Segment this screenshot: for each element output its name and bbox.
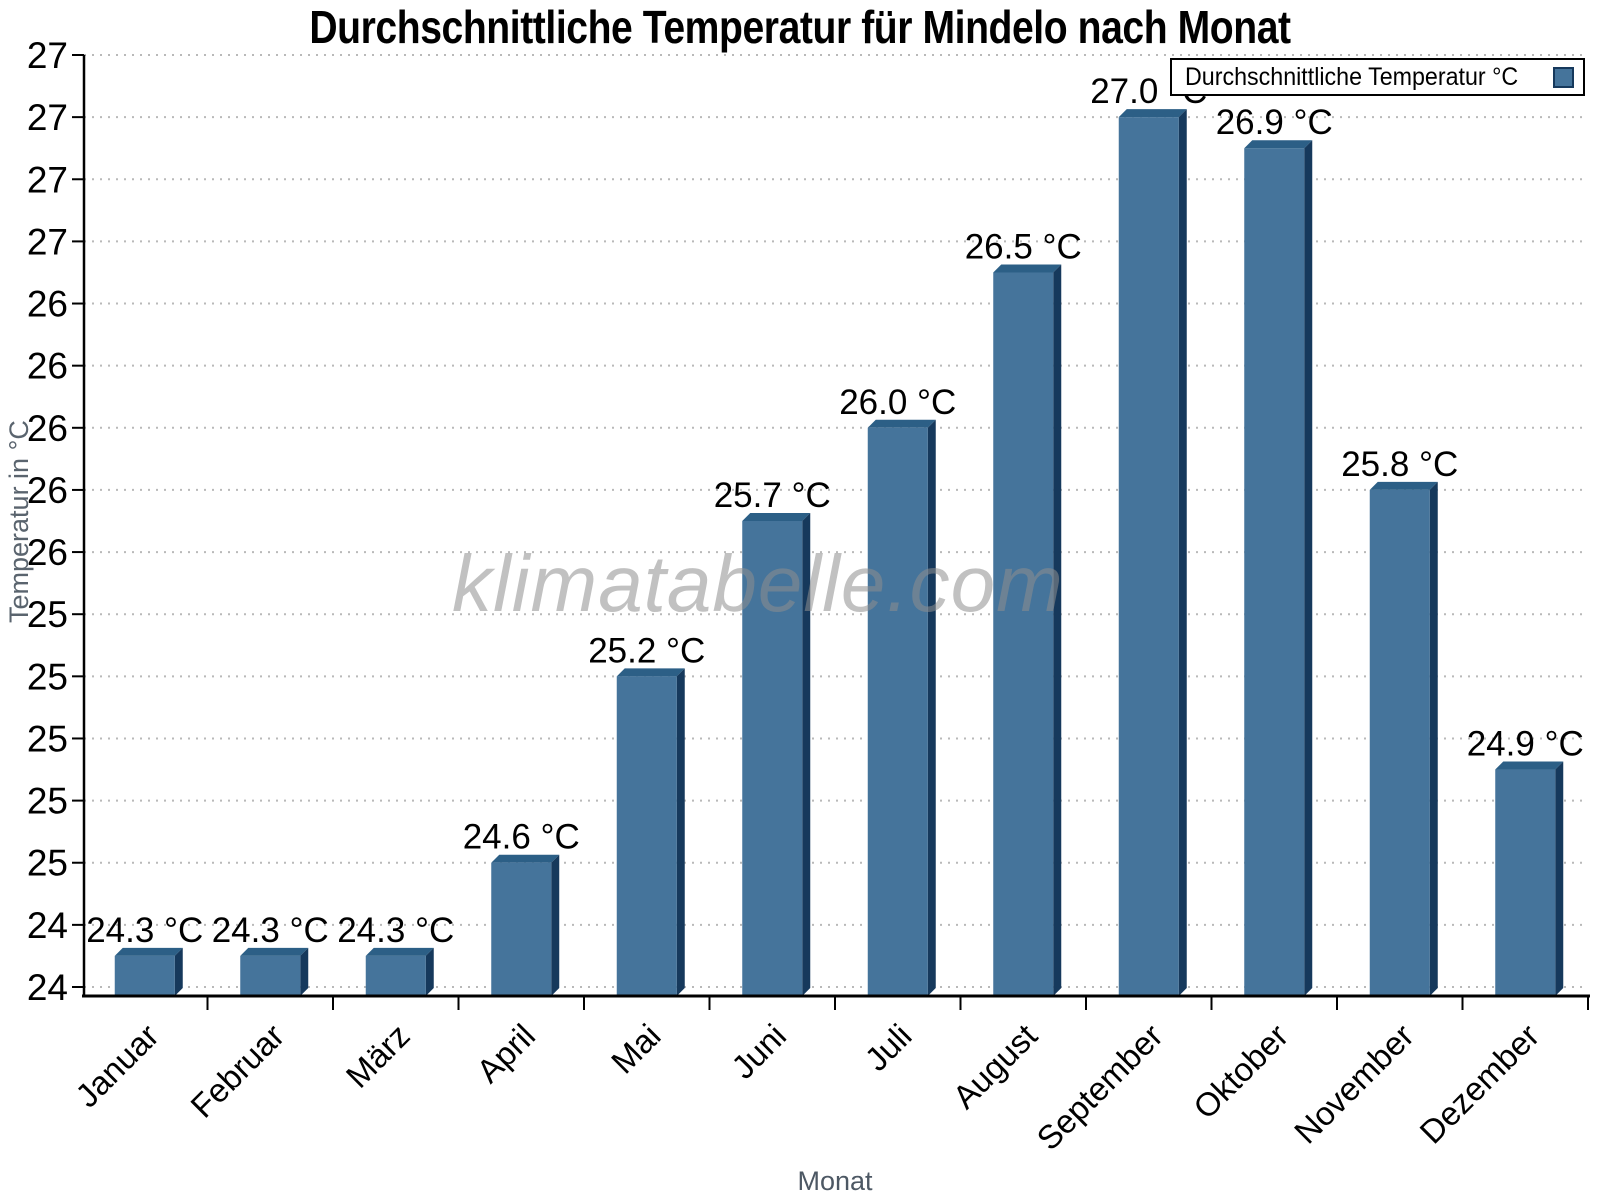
y-tick-label: 26 <box>27 408 68 449</box>
bar-value-label: 24.3 °C <box>337 911 454 950</box>
bar-side-juni <box>802 513 811 996</box>
y-tick-label: 25 <box>27 656 68 697</box>
bar-value-label: 26.9 °C <box>1216 103 1333 142</box>
y-tick-label: 24 <box>27 905 68 946</box>
bar-mai <box>616 676 677 996</box>
legend-label: Durchschnittliche Temperatur °C <box>1184 62 1518 91</box>
x-category-label: Januar <box>68 1017 166 1115</box>
y-tick-label: 25 <box>27 843 68 884</box>
bar-value-label: 24.3 °C <box>212 911 329 950</box>
bar-oktober <box>1244 148 1305 996</box>
bar-juni <box>742 521 803 996</box>
bar-side-april <box>551 854 560 996</box>
bar-september <box>1118 117 1179 997</box>
x-category-label: November <box>1287 1017 1421 1151</box>
bar-side-september <box>1178 109 1187 997</box>
y-tick-label: 27 <box>27 35 68 76</box>
bar-top-august <box>993 264 1062 273</box>
y-tick-label: 26 <box>27 470 68 511</box>
x-axis-title: Monat <box>797 1166 873 1196</box>
y-tick-label: 25 <box>27 781 68 822</box>
legend-color-swatch-icon <box>1553 66 1574 88</box>
bar-value-label: 26.0 °C <box>839 383 956 422</box>
bar-side-oktober <box>1304 140 1313 996</box>
x-category-label: September <box>1029 1017 1169 1157</box>
bar-side-februar <box>300 947 309 996</box>
bar-value-label: 25.2 °C <box>588 631 705 670</box>
bar-august <box>993 272 1054 996</box>
y-tick-label: 24 <box>27 967 68 1008</box>
bar-top-juli <box>867 419 936 428</box>
bar-februar <box>240 955 301 996</box>
bar-top-mai <box>616 668 685 677</box>
bar-top-april <box>491 854 560 863</box>
bar-side-januar <box>174 947 183 996</box>
y-axis-title: Temperatur in °C <box>4 420 34 624</box>
bar-juli <box>867 427 928 996</box>
bar-top-juni <box>742 513 811 521</box>
bar-januar <box>114 955 175 996</box>
bar-mrz <box>365 955 426 996</box>
chart-title: Durchschnittliche Temperatur für Mindelo… <box>309 1 1291 53</box>
y-tick-label: 26 <box>27 346 68 387</box>
x-category-label: Juni <box>724 1017 793 1086</box>
x-category-label: Oktober <box>1186 1017 1295 1126</box>
x-category-label: Mai <box>604 1017 668 1081</box>
bar-side-mai <box>676 668 685 996</box>
bar-top-dezember <box>1495 761 1564 770</box>
bar-dezember <box>1495 769 1556 996</box>
x-category-label: Februar <box>183 1017 291 1125</box>
x-category-label: Juli <box>858 1017 919 1078</box>
bar-top-oktober <box>1244 140 1313 149</box>
bar-top-september <box>1118 109 1187 118</box>
x-category-label: März <box>339 1017 417 1095</box>
bar-value-label: 24.6 °C <box>463 818 580 857</box>
x-category-label: April <box>469 1017 542 1090</box>
bar-value-label: 24.3 °C <box>86 911 203 950</box>
legend: Durchschnittliche Temperatur °C <box>1169 58 1585 96</box>
bar-value-label: 25.7 °C <box>714 476 831 515</box>
bar-top-februar <box>240 947 309 956</box>
bar-april <box>491 862 552 996</box>
y-tick-label: 26 <box>27 532 68 573</box>
bar-value-label: 24.9 °C <box>1467 725 1584 764</box>
y-tick-label: 26 <box>27 284 68 325</box>
x-category-label: August <box>945 1017 1044 1116</box>
bar-side-august <box>1053 264 1062 996</box>
y-tick-label: 25 <box>27 718 68 759</box>
bar-top-november <box>1369 481 1438 490</box>
y-tick-label: 25 <box>27 594 68 635</box>
bar-side-november <box>1429 481 1438 996</box>
bar-value-label: 26.5 °C <box>965 227 1082 266</box>
bar-november <box>1369 489 1430 996</box>
bar-side-juli <box>927 419 936 996</box>
bar-value-label: 25.8 °C <box>1341 445 1458 484</box>
bar-side-dezember <box>1555 761 1564 996</box>
x-category-label: Dezember <box>1412 1017 1546 1151</box>
y-tick-label: 27 <box>27 159 68 200</box>
bar-top-mrz <box>365 947 434 956</box>
y-tick-label: 27 <box>27 97 68 138</box>
bar-top-januar <box>114 947 183 956</box>
bar-side-mrz <box>425 947 434 996</box>
y-tick-label: 27 <box>27 221 68 262</box>
